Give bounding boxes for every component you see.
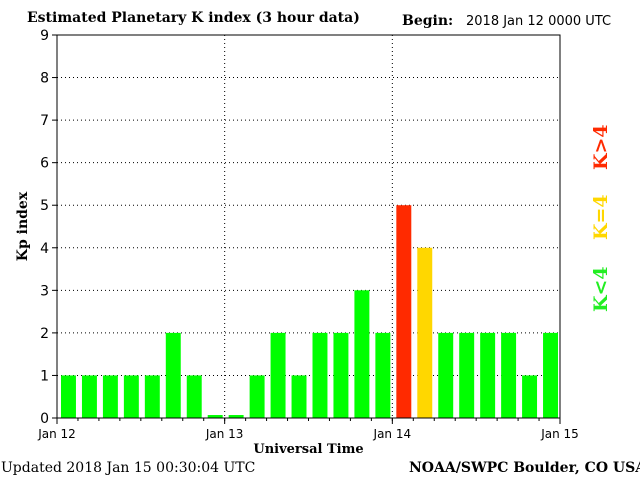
- updated-text: Updated 2018 Jan 15 00:30:04 UTC: [1, 460, 256, 476]
- kp-bar: [207, 415, 223, 418]
- y-tick-label: 5: [40, 198, 49, 214]
- y-tick-label: 8: [40, 71, 49, 87]
- begin-value: 2018 Jan 12 0000 UTC: [466, 14, 612, 29]
- y-tick-label: 4: [40, 241, 49, 257]
- kp-bar: [459, 332, 475, 418]
- kp-bar: [102, 375, 118, 418]
- kp-bar: [144, 375, 160, 418]
- kp-bar: [417, 247, 433, 418]
- legend-low: K<4: [590, 266, 612, 312]
- source-text: NOAA/SWPC Boulder, CO USA: [409, 460, 640, 476]
- kp-bar: [438, 332, 454, 418]
- kp-bar: [270, 332, 286, 418]
- kp-bar: [249, 375, 265, 418]
- kp-bar: [61, 375, 76, 418]
- kp-bar: [354, 290, 370, 418]
- chart-title: Estimated Planetary K index (3 hour data…: [27, 10, 360, 26]
- y-tick-label: 1: [40, 368, 49, 384]
- y-tick-label: 9: [40, 28, 49, 44]
- kp-bar: [291, 375, 307, 418]
- kp-bar: [375, 332, 391, 418]
- kp-bar: [543, 332, 558, 418]
- kp-bar: [396, 205, 412, 418]
- begin-label: Begin:: [402, 13, 454, 29]
- x-tick-label: Jan 14: [373, 427, 412, 441]
- kp-bar: [81, 375, 97, 418]
- kp-bar: [333, 332, 349, 418]
- y-tick-label: 6: [40, 156, 49, 172]
- y-axis-label: Kp index: [15, 191, 31, 261]
- kp-bar: [228, 415, 244, 418]
- legend-high: K>4: [590, 124, 612, 170]
- legend-equal: K=4: [590, 194, 612, 240]
- kp-bar: [480, 332, 496, 418]
- x-tick-label: Jan 15: [540, 427, 579, 441]
- kp-bar: [165, 332, 181, 418]
- y-tick-label: 3: [40, 283, 49, 299]
- kp-bar: [123, 375, 139, 418]
- kp-bar: [522, 375, 538, 418]
- kp-bar: [186, 375, 202, 418]
- x-tick-label: Jan 12: [37, 427, 76, 441]
- y-tick-label: 0: [40, 411, 49, 427]
- kp-bar: [501, 332, 517, 418]
- y-tick-label: 7: [40, 113, 49, 129]
- y-tick-label: 2: [40, 326, 49, 342]
- x-axis-label: Universal Time: [253, 442, 363, 457]
- kp-bar: [312, 332, 328, 418]
- x-tick-label: Jan 13: [205, 427, 244, 441]
